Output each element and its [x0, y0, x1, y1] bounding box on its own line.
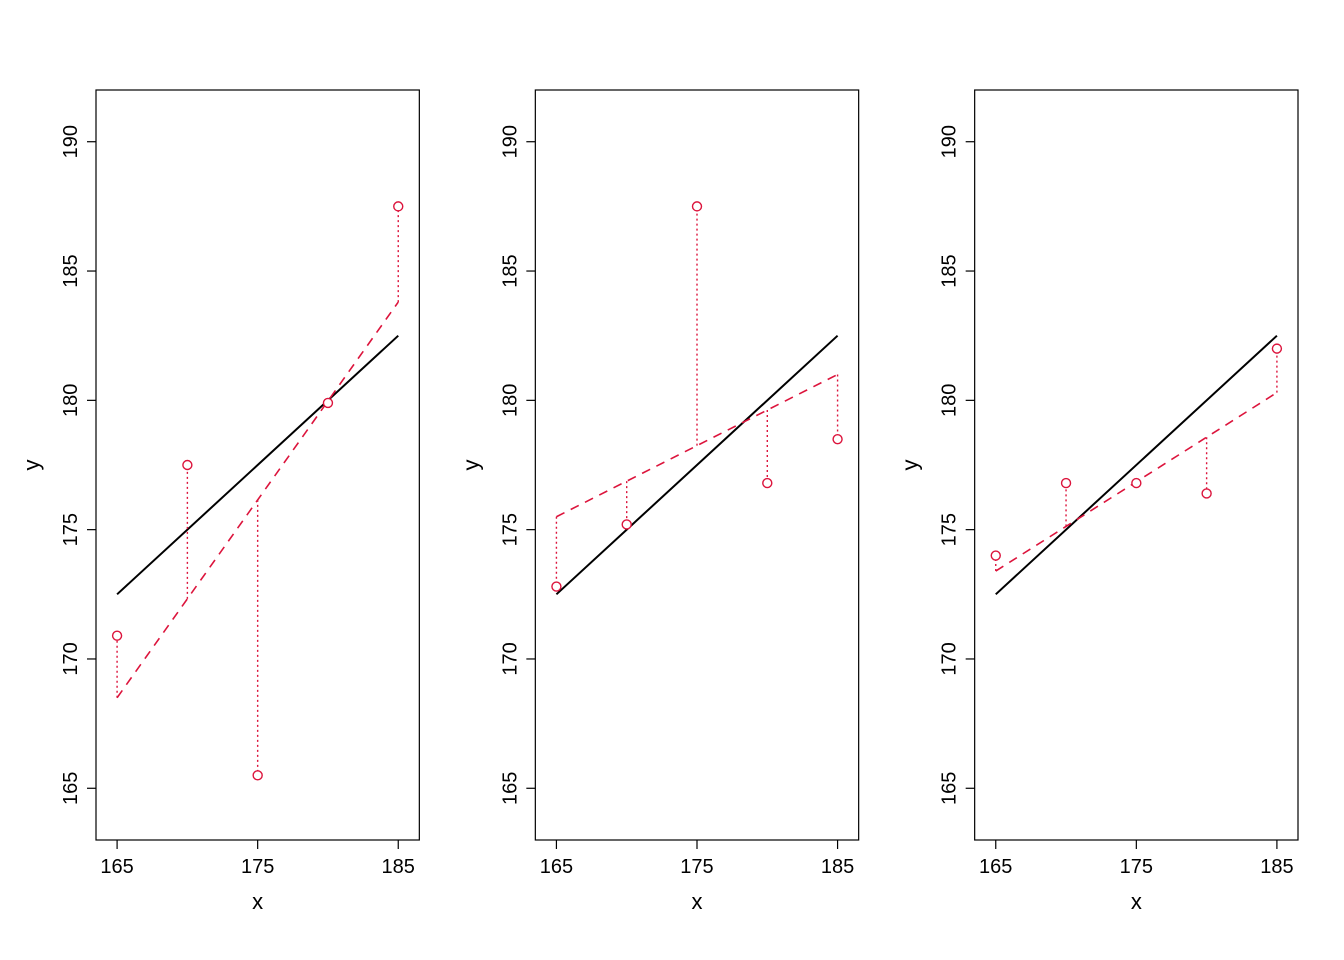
- y-tick-label: 165: [939, 772, 961, 805]
- y-tick-label: 175: [60, 513, 82, 546]
- data-point: [253, 771, 262, 780]
- x-tick-label: 165: [100, 856, 133, 878]
- y-tick-label: 170: [499, 642, 521, 675]
- y-tick-label: 165: [499, 772, 521, 805]
- data-point: [1202, 489, 1211, 498]
- y-tick-label: 190: [60, 125, 82, 158]
- y-tick-label: 170: [60, 642, 82, 675]
- data-point: [622, 520, 631, 529]
- data-point: [394, 202, 403, 211]
- x-tick-label: 175: [241, 856, 274, 878]
- y-tick-label: 185: [60, 254, 82, 287]
- y-tick-label: 180: [60, 384, 82, 417]
- data-point: [1132, 479, 1141, 488]
- y-tick-label: 180: [499, 384, 521, 417]
- y-axis-label: y: [458, 460, 483, 471]
- y-tick-label: 190: [499, 125, 521, 158]
- y-tick-label: 175: [939, 513, 961, 546]
- x-tick-label: 185: [1260, 856, 1293, 878]
- y-tick-label: 185: [939, 254, 961, 287]
- x-tick-label: 175: [1120, 856, 1153, 878]
- x-tick-label: 175: [680, 856, 713, 878]
- data-point: [113, 631, 122, 640]
- y-tick-label: 190: [939, 125, 961, 158]
- data-point: [1062, 479, 1071, 488]
- data-point: [991, 551, 1000, 560]
- x-axis-label: x: [1131, 889, 1142, 914]
- data-point: [1272, 344, 1281, 353]
- y-tick-label: 180: [939, 384, 961, 417]
- y-tick-label: 185: [499, 254, 521, 287]
- x-axis-label: x: [692, 889, 703, 914]
- y-tick-label: 170: [939, 642, 961, 675]
- data-point: [552, 582, 561, 591]
- x-axis-label: x: [252, 889, 263, 914]
- data-point: [833, 435, 842, 444]
- figure: 165 175 185 165 170 175 180 185 190 x y 165 175 185 16…: [0, 0, 1344, 960]
- figure-bg: [0, 0, 1344, 960]
- x-tick-label: 185: [382, 856, 415, 878]
- y-tick-label: 165: [60, 772, 82, 805]
- data-point: [323, 398, 332, 407]
- x-tick-label: 185: [821, 856, 854, 878]
- x-tick-label: 165: [540, 856, 573, 878]
- x-tick-label: 165: [979, 856, 1012, 878]
- data-point: [763, 479, 772, 488]
- data-point: [183, 461, 192, 470]
- y-axis-label: y: [898, 460, 923, 471]
- y-tick-label: 175: [499, 513, 521, 546]
- y-axis-label: y: [19, 460, 44, 471]
- data-point: [693, 202, 702, 211]
